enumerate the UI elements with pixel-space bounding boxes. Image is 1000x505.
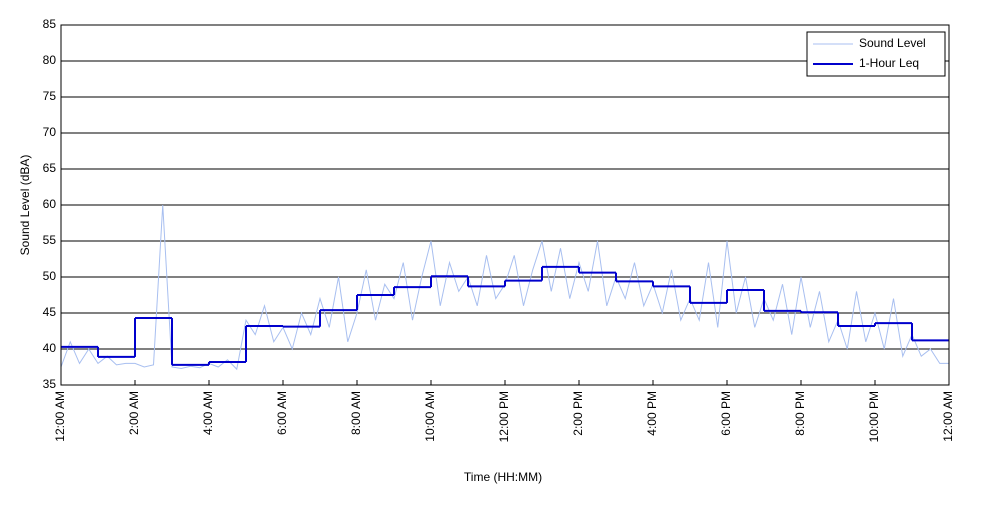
y-tick-label: 70 <box>43 125 57 139</box>
x-tick-label: 4:00 PM <box>645 391 659 436</box>
y-tick-label: 75 <box>43 89 57 103</box>
x-tick-label: 4:00 AM <box>201 391 215 435</box>
y-tick-label: 45 <box>43 305 57 319</box>
y-tick-label: 80 <box>43 53 57 67</box>
y-tick-label: 65 <box>43 161 57 175</box>
y-tick-label: 55 <box>43 233 57 247</box>
x-tick-label: 10:00 AM <box>423 391 437 442</box>
x-tick-label: 6:00 PM <box>719 391 733 436</box>
legend-box <box>806 31 946 77</box>
legend-label: 1-Hour Leq <box>859 56 919 70</box>
x-axis-label: Time (HH:MM) <box>464 470 542 484</box>
x-tick-label: 2:00 PM <box>571 391 585 436</box>
y-tick-label: 35 <box>43 377 57 391</box>
y-tick-label: 40 <box>43 341 57 355</box>
y-tick-label: 85 <box>43 17 57 31</box>
y-tick-label: 50 <box>43 269 57 283</box>
plot-frame <box>60 24 950 386</box>
x-tick-label: 12:00 PM <box>497 391 511 442</box>
x-tick-label: 12:00 AM <box>941 391 955 442</box>
y-tick-label: 60 <box>43 197 57 211</box>
y-axis-label: Sound Level (dBA) <box>18 155 32 256</box>
legend-label: Sound Level <box>859 36 926 50</box>
x-tick-label: 12:00 AM <box>53 391 67 442</box>
x-tick-label: 8:00 PM <box>793 391 807 436</box>
x-tick-label: 10:00 PM <box>867 391 881 442</box>
x-tick-label: 2:00 AM <box>127 391 141 435</box>
x-tick-label: 6:00 AM <box>275 391 289 435</box>
x-tick-label: 8:00 AM <box>349 391 363 435</box>
